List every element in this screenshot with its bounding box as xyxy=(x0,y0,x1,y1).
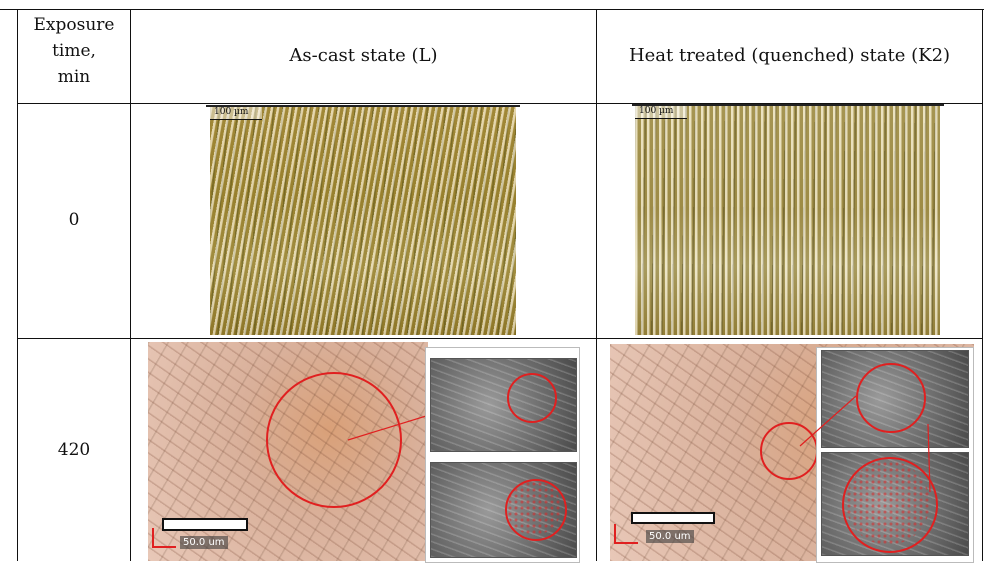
header-as-cast: As-cast state (L) xyxy=(289,45,438,66)
table-border-right xyxy=(982,9,983,561)
scale-marker-L xyxy=(152,528,176,548)
sem-dots-L xyxy=(507,481,561,535)
sem-circle-L-bottom xyxy=(505,479,567,541)
micrograph-L0-top-rule xyxy=(206,105,520,107)
highlight-circle-L xyxy=(266,372,402,508)
sem-panel-L xyxy=(425,347,580,563)
sem-circle-K2-bottom xyxy=(842,457,938,553)
sem-image-L-bottom xyxy=(430,462,577,558)
row-time-420: 420 xyxy=(57,440,91,460)
row-time-0: 0 xyxy=(68,210,80,230)
scale-bar-white-L xyxy=(162,518,248,531)
table-border-top xyxy=(0,9,984,10)
sem-image-K2-top xyxy=(821,350,969,448)
micrograph-heat-treated-0min: 100 µm xyxy=(635,106,940,335)
scale-bar-K20: 100 µm xyxy=(635,106,687,119)
highlight-circle-K2 xyxy=(760,422,818,480)
scale-marker-K2 xyxy=(614,524,638,544)
header-exposure-line2: time, xyxy=(52,41,96,61)
scale-label-L420: 50.0 um xyxy=(180,536,228,549)
scale-label-K2420: 50.0 um xyxy=(646,530,694,543)
sem-image-L-top xyxy=(430,358,577,452)
micrograph-as-cast-0min: 100 µm xyxy=(210,107,516,335)
micrograph-K20-top-rule xyxy=(632,104,944,106)
header-heat-treated: Heat treated (quenched) state (K2) xyxy=(628,45,951,66)
sem-circle-K2-top xyxy=(856,363,926,433)
header-exposure-time: Exposure time, min xyxy=(18,12,130,90)
sem-panel-K2 xyxy=(816,347,974,563)
sem-circle-L-top xyxy=(507,373,557,423)
scale-bar-white-K2 xyxy=(631,512,715,524)
sem-dots-K2 xyxy=(846,461,930,545)
table-col-divider-1 xyxy=(130,9,131,561)
header-exposure-line3: min xyxy=(57,67,91,87)
table-border-left xyxy=(17,9,18,561)
table-row-divider-1 xyxy=(17,103,983,104)
header-exposure-line1: Exposure xyxy=(33,15,115,35)
micrograph-as-cast-420min: 50.0 um xyxy=(148,342,428,561)
table-col-divider-2 xyxy=(596,9,597,561)
sem-image-K2-bottom xyxy=(821,452,969,556)
table-row-divider-2 xyxy=(17,338,983,339)
scale-bar-L0: 100 µm xyxy=(210,107,262,120)
